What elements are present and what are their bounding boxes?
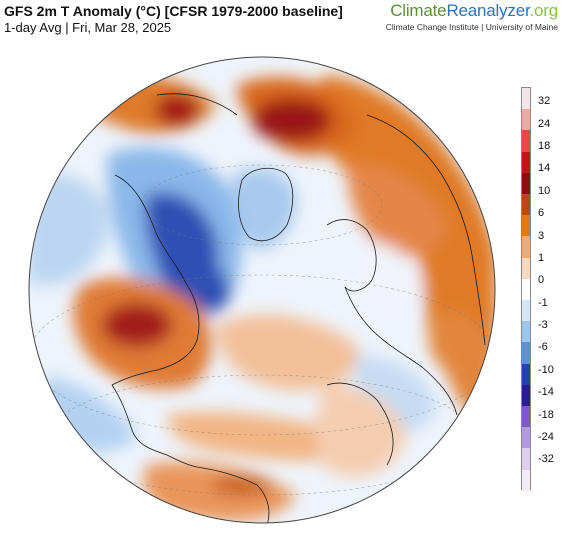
colorbar-labels: 32 24 18 14 10 6 3 1 0 -1 -3 -6 -10 -14 -18 -24 -32	[538, 87, 562, 490]
colorbar-label: -18	[538, 408, 554, 421]
brand-part-climate: Climate	[390, 1, 447, 20]
colorbar-label: 3	[538, 229, 545, 242]
colorbar-label: -3	[538, 319, 548, 332]
brand-logo[interactable]: ClimateReanalyzer.org	[390, 1, 558, 21]
colorbar-swatch	[522, 172, 530, 195]
colorbar-label: -32	[538, 453, 554, 466]
colorbar-label: -6	[538, 341, 548, 354]
colorbar-swatch	[522, 236, 530, 258]
colorbar-label: -1	[538, 296, 548, 309]
globe-map	[28, 56, 496, 524]
brand-part-reanalyzer: Reanalyzer	[446, 1, 530, 20]
chart-subtitle: 1-day Avg | Fri, Mar 28, 2025	[4, 20, 172, 35]
colorbar-swatch	[522, 151, 530, 173]
colorbar-swatch	[522, 321, 530, 343]
colorbar-swatch	[522, 194, 530, 216]
colorbar-swatch	[522, 448, 530, 470]
colorbar-label: 10	[538, 184, 551, 197]
colorbar-label: 18	[538, 139, 551, 152]
globe-outline	[28, 56, 496, 524]
anomaly-field	[29, 71, 495, 521]
colorbar-label: -14	[538, 386, 554, 399]
colorbar-label: 32	[538, 95, 551, 108]
colorbar-swatch	[522, 342, 530, 364]
colorbar-swatch	[522, 278, 530, 301]
colorbar-label: 14	[538, 162, 551, 175]
colorbar-label: 6	[538, 207, 545, 220]
colorbar-swatch	[522, 469, 530, 491]
colorbar-swatch	[522, 215, 530, 237]
colorbar-label: -24	[538, 431, 554, 444]
colorbar-swatch	[522, 130, 530, 152]
colorbar	[521, 87, 531, 491]
colorbar-swatch	[522, 363, 530, 385]
colorbar-label: 24	[538, 117, 551, 130]
colorbar-swatch	[522, 257, 530, 279]
coastlines	[111, 93, 486, 523]
brand-part-org: .org	[529, 1, 559, 20]
brand-institution: Climate Change Institute | University of…	[385, 22, 558, 32]
colorbar-swatch	[522, 300, 530, 322]
colorbar-label: -10	[538, 363, 554, 376]
colorbar-label: 1	[538, 251, 545, 264]
colorbar-swatch	[522, 109, 530, 131]
colorbar-swatch	[522, 427, 530, 449]
chart-title: GFS 2m T Anomaly (°C) [CFSR 1979-2000 ba…	[4, 3, 343, 19]
colorbar-swatch	[522, 88, 530, 110]
colorbar-swatch	[522, 406, 530, 428]
colorbar-label: 0	[538, 274, 545, 287]
colorbar-swatch	[522, 384, 530, 407]
